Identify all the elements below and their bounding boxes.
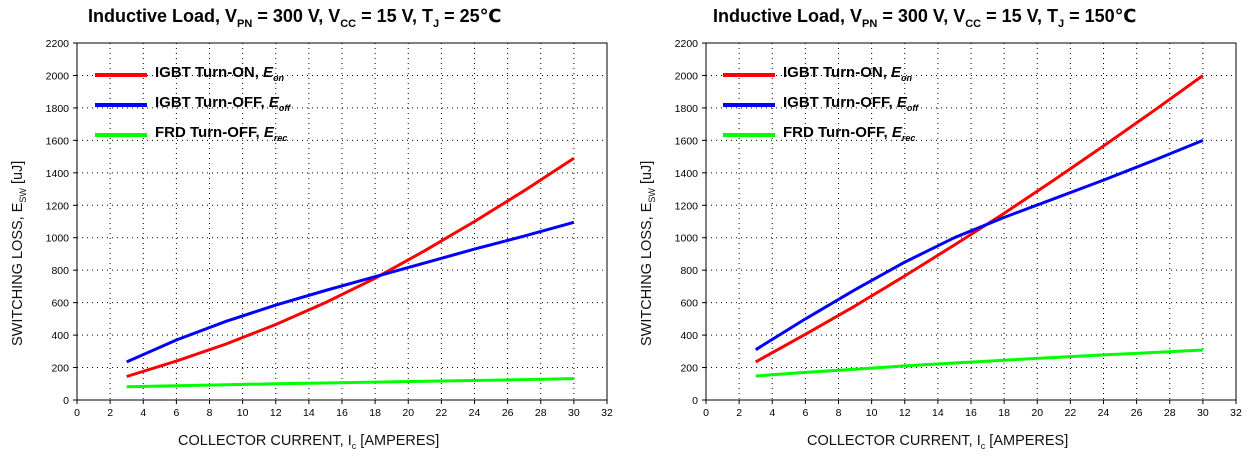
legend-label: IGBT Turn-OFF, Eoff	[155, 94, 291, 113]
y-tick-label: 1400	[46, 168, 70, 180]
series-line-off	[754, 139, 1204, 351]
y-tick-label: 1600	[46, 135, 70, 147]
x-tick-label: 10	[237, 407, 249, 419]
y-tick-label: 200	[680, 363, 698, 375]
x-tick-label: 18	[369, 407, 381, 419]
x-tick-label: 6	[173, 407, 179, 419]
y-axis-label: SWITCHING LOSS, ESW [uJ]	[639, 160, 657, 346]
series-line-on	[754, 74, 1204, 364]
x-tick-label: 20	[1031, 407, 1043, 419]
y-tick-label: 800	[680, 265, 698, 277]
x-tick-label: 20	[402, 407, 414, 419]
y-tick-label: 400	[680, 330, 698, 342]
legend-label: FRD Turn-OFF, Erec	[783, 124, 916, 143]
chart-plot: 0 2 4 6 8 10 12 14 16 18 20 22 24 26 28 30 3202004006008…	[675, 38, 1242, 419]
series-line-rec	[126, 377, 574, 389]
x-tick-label: 10	[866, 407, 878, 419]
series-line-off	[126, 220, 575, 364]
x-tick-label: 8	[836, 407, 842, 419]
legend-swatch	[723, 133, 775, 137]
y-tick-label: 1800	[46, 103, 70, 115]
x-tick-label: 26	[502, 407, 514, 419]
x-tick-label: 22	[1065, 407, 1077, 419]
y-tick-label: 0	[63, 395, 69, 407]
legend-swatch	[95, 73, 147, 77]
x-tick-label: 12	[270, 407, 282, 419]
y-axis-label: SWITCHING LOSS, ESW [uJ]	[10, 160, 28, 346]
y-tick-label: 1000	[675, 233, 699, 245]
x-tick-label: 4	[140, 407, 146, 419]
legend-swatch	[95, 133, 147, 137]
y-tick-label: 0	[692, 395, 698, 407]
x-tick-label: 0	[703, 407, 709, 419]
y-tick-label: 600	[51, 298, 69, 310]
y-tick-label: 1400	[675, 168, 699, 180]
legend-swatch	[723, 103, 775, 107]
x-axis-label: COLLECTOR CURRENT, Ic [AMPERES]	[178, 433, 440, 451]
legend-swatch	[723, 73, 775, 77]
x-tick-label: 8	[207, 407, 213, 419]
x-tick-label: 28	[1164, 407, 1176, 419]
legend-label: IGBT Turn-ON, Eon	[783, 64, 913, 83]
x-tick-label: 14	[303, 407, 315, 419]
x-tick-label: 18	[998, 407, 1010, 419]
legend-swatch	[95, 103, 147, 107]
x-tick-label: 16	[336, 407, 348, 419]
y-tick-label: 2200	[675, 38, 699, 50]
x-tick-label: 16	[965, 407, 977, 419]
y-tick-label: 2200	[46, 38, 70, 50]
y-tick-label: 600	[680, 298, 698, 310]
x-tick-label: 32	[601, 407, 613, 419]
chart-panel-left: Inductive Load, VPN = 300 V, VCC = 15 V,…	[0, 0, 628, 459]
x-tick-label: 0	[74, 407, 80, 419]
x-tick-label: 2	[736, 407, 742, 419]
y-tick-label: 1800	[675, 103, 699, 115]
x-tick-label: 4	[769, 407, 775, 419]
x-tick-label: 26	[1131, 407, 1143, 419]
chart-plot: 0 2 4 6 8 10 12 14 16 18 20 22 24 26 28 30 3202004006008…	[46, 38, 613, 419]
x-tick-label: 2	[107, 407, 113, 419]
x-tick-label: 32	[1230, 407, 1242, 419]
chart-panel-right: Inductive Load, VPN = 300 V, VCC = 15 V,…	[629, 0, 1257, 459]
series-line-on	[126, 156, 575, 378]
y-tick-label: 1200	[46, 200, 70, 212]
x-tick-label: 24	[469, 407, 481, 419]
y-tick-label: 1200	[675, 200, 699, 212]
y-tick-label: 400	[51, 330, 69, 342]
y-tick-label: 800	[51, 265, 69, 277]
x-axis-label: COLLECTOR CURRENT, Ic [AMPERES]	[807, 433, 1069, 451]
x-tick-label: 6	[802, 407, 808, 419]
x-tick-label: 12	[899, 407, 911, 419]
y-tick-label: 1000	[46, 233, 70, 245]
legend-label: FRD Turn-OFF, Erec	[155, 124, 288, 143]
chart-title: Inductive Load, VPN = 300 V, VCC = 15 V,…	[88, 6, 502, 30]
y-tick-label: 1600	[675, 135, 699, 147]
x-tick-label: 30	[1197, 407, 1209, 419]
x-tick-label: 14	[932, 407, 944, 419]
series-line-rec	[755, 348, 1203, 378]
x-tick-label: 24	[1098, 407, 1110, 419]
x-tick-label: 28	[535, 407, 547, 419]
x-tick-label: 30	[568, 407, 580, 419]
y-tick-label: 200	[51, 363, 69, 375]
y-tick-label: 2000	[46, 70, 70, 82]
y-tick-label: 2000	[675, 70, 699, 82]
legend-label: IGBT Turn-OFF, Eoff	[783, 94, 919, 113]
x-tick-label: 22	[436, 407, 448, 419]
legend-label: IGBT Turn-ON, Eon	[155, 64, 285, 83]
chart-title: Inductive Load, VPN = 300 V, VCC = 15 V,…	[713, 6, 1137, 30]
